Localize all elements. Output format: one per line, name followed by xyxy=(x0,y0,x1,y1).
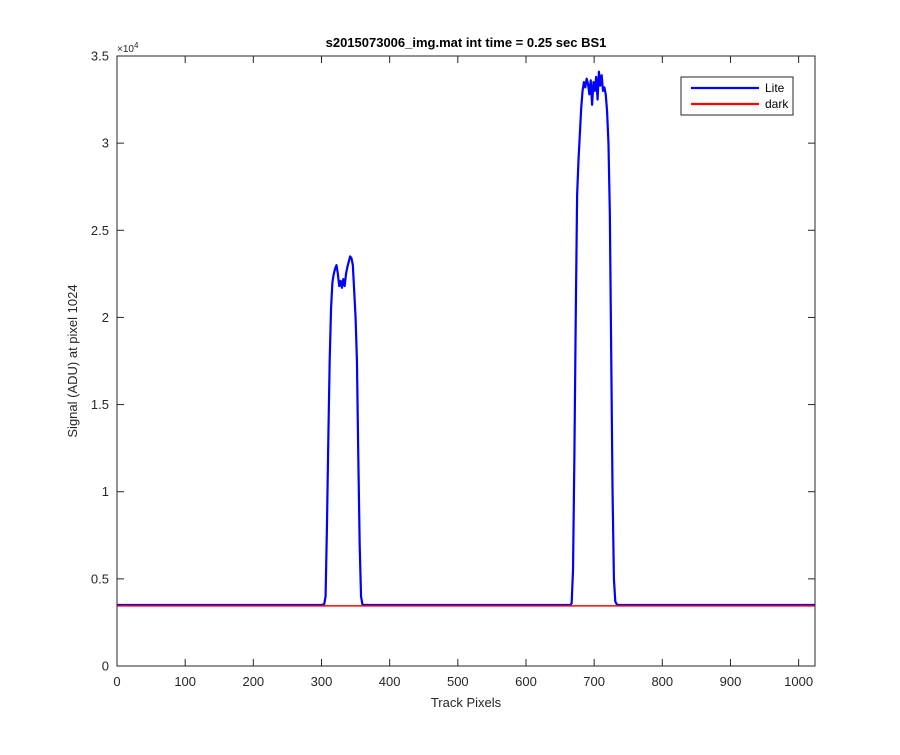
y-tick-label: 1 xyxy=(102,484,109,499)
y-tick-label: 0 xyxy=(102,659,109,674)
legend-label-dark: dark xyxy=(765,97,789,111)
y-exponent-base: ×10 xyxy=(117,44,134,55)
x-tick-label: 500 xyxy=(447,674,469,689)
x-tick-label: 700 xyxy=(583,674,605,689)
plot-area xyxy=(117,56,815,666)
y-axis-label: Signal (ADU) at pixel 1024 xyxy=(65,284,80,437)
legend: Lite dark xyxy=(680,76,794,116)
series-layer xyxy=(117,70,815,607)
x-axis-label: Track Pixels xyxy=(431,695,502,710)
x-tick-label: 0 xyxy=(113,674,120,689)
y-exponent-power: 4 xyxy=(134,41,139,50)
series-line-lite xyxy=(117,70,815,607)
x-tick-label: 400 xyxy=(379,674,401,689)
chart-title: s2015073006_img.mat int time = 0.25 sec … xyxy=(326,35,607,50)
x-tick-label: 800 xyxy=(651,674,673,689)
y-tick-label: 2 xyxy=(102,310,109,325)
x-tick-label: 200 xyxy=(242,674,264,689)
axes-box xyxy=(116,55,816,667)
y-tick-label: 3.5 xyxy=(91,49,109,64)
y-tick-label: 1.5 xyxy=(91,397,109,412)
x-tick-label: 100 xyxy=(174,674,196,689)
y-tick-label: 0.5 xyxy=(91,571,109,586)
legend-label-lite: Lite xyxy=(765,81,785,95)
ticks-layer: 0 100 200 300 400 500 600 700 800 900 1000 0 0.5 1 1.5… xyxy=(91,49,815,689)
y-exponent-label: ×104 xyxy=(117,41,139,55)
x-tick-label: 1000 xyxy=(784,674,813,689)
x-tick-label: 600 xyxy=(515,674,537,689)
y-tick-label: 2.5 xyxy=(91,223,109,238)
y-tick-label: 3 xyxy=(102,136,109,151)
x-tick-label: 300 xyxy=(311,674,333,689)
legend-box xyxy=(680,76,794,116)
x-tick-label: 900 xyxy=(720,674,742,689)
